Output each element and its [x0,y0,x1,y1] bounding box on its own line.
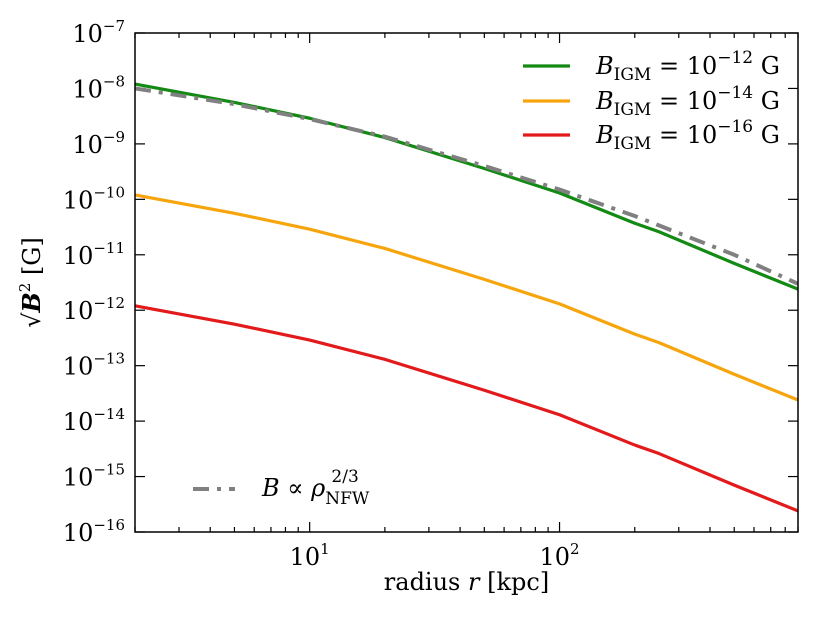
y-label-root: √ [18,312,46,328]
x-tick-label: 101 [290,540,330,571]
x-label-prefix: radius [384,568,468,596]
y-tick-label: 10−9 [72,128,125,159]
series-line-0 [134,82,799,291]
y-tick-label: 10−11 [63,239,125,270]
legend-reference: B ∝ ρNFW2/3 [193,467,370,509]
x-axis-label: radius r [kpc] [384,568,549,596]
series-line-1 [134,193,799,402]
y-label-var: B [17,292,46,313]
x-label-suffix: [kpc] [480,568,550,596]
y-tick-label: 10−12 [63,294,125,325]
x-tick-label: 102 [540,540,580,571]
y-tick-label: 10−8 [72,72,125,103]
y-tick-label: 10−13 [63,350,125,381]
legend-label-3: B ∝ ρNFW2/3 [261,467,370,509]
series-layer [134,82,799,513]
x-label-var: r [468,568,481,596]
y-tick-label: 10−15 [63,461,125,492]
series-line-2 [134,304,799,513]
y-tick-label: 10−7 [72,17,125,48]
plot-frame [134,32,799,533]
y-tick-label: 10−16 [63,516,125,547]
legend-label-0: BIGM = 10−12 G [595,48,780,85]
y-label-suffix: [G] [18,237,46,283]
legend-label-2: BIGM = 10−16 G [595,117,780,154]
legend-label-1: BIGM = 10−14 G [595,83,780,120]
y-tick-label: 10−10 [63,183,125,214]
y-label-exp: 2 [16,283,34,293]
tick-labels: 101 102 10−16 10−15 10−14 10−13 10−12 10−11 10−1… [63,17,580,571]
y-tick-label: 10−14 [63,405,125,436]
y-axis-label: √B2 [G] [16,237,46,328]
series-line-3 [134,86,799,286]
